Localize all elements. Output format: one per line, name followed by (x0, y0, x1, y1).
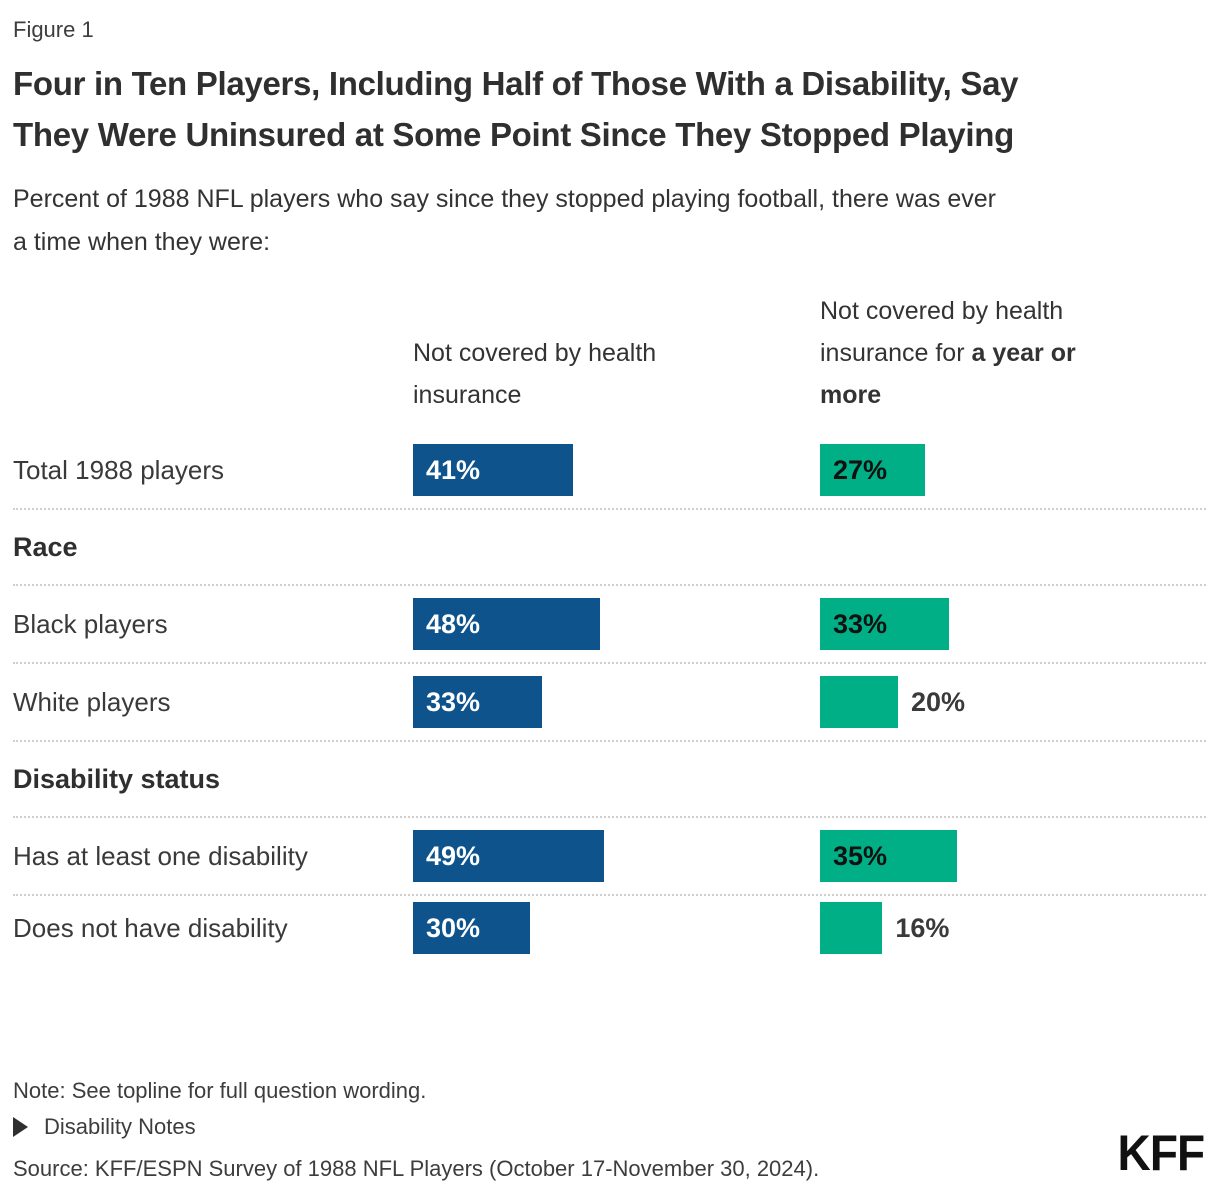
table-row: Black players 48% 33% (13, 586, 1206, 664)
column-header-prefix: Not covered by health insurance for (820, 297, 1064, 367)
bar-cell-uninsured-year-or-more: 35% (820, 818, 1206, 894)
bar-value-label: 20% (911, 686, 966, 717)
bar-value-label: 27% (833, 454, 888, 485)
table-row: White players 33% 20% (13, 664, 1206, 742)
table-row: Does not have disability 30% 16% (13, 896, 1206, 960)
bar-uninsured-year-or-more: 27% (820, 444, 926, 496)
row-label: Black players (13, 608, 168, 639)
bar-cell-uninsured: 49% (413, 818, 820, 894)
bar-uninsured: 49% (413, 830, 605, 882)
page-title: Four in Ten Players, Including Half of T… (13, 65, 1019, 153)
bar-value-label: 33% (833, 608, 888, 639)
section-row: Disability status (13, 742, 1206, 818)
bar-cell-uninsured-year-or-more: 16% (820, 896, 1206, 960)
column-headers: Not covered by health insurance Not cove… (13, 290, 1206, 432)
row-label: Does not have disability (13, 912, 288, 943)
bar-uninsured-year-or-more: 33% (820, 598, 949, 650)
bar-uninsured: 33% (413, 676, 542, 728)
row-label: Total 1988 players (13, 454, 225, 485)
bar-uninsured: 30% (413, 902, 530, 954)
bar-cell-uninsured: 41% (413, 432, 820, 508)
chart-rows: Total 1988 players 41% 27% Race Black pl… (13, 432, 1206, 960)
footer: Note: See topline for full question word… (13, 1076, 1206, 1184)
bar-value-label: 30% (426, 912, 481, 943)
section-label: Race (13, 531, 78, 562)
bar-uninsured-year-or-more (820, 676, 898, 728)
bar-cell-uninsured: 33% (413, 664, 820, 740)
bar-value-label: 16% (895, 912, 950, 943)
footnote: Note: See topline for full question word… (13, 1078, 427, 1103)
bar-cell-uninsured-year-or-more: 20% (820, 664, 1206, 740)
bar-uninsured-year-or-more: 35% (820, 830, 957, 882)
row-label: Has at least one disability (13, 840, 308, 871)
chart-subtitle: Percent of 1988 NFL players who say sinc… (13, 185, 996, 256)
disability-notes-toggle[interactable]: Disability Notes (13, 1114, 196, 1140)
table-row: Total 1988 players 41% 27% (13, 432, 1206, 510)
bar-uninsured: 48% (413, 598, 601, 650)
disclosure-label: Disability Notes (44, 1114, 196, 1139)
column-header-uninsured-year-or-more: Not covered by health insurance for a ye… (820, 290, 1125, 416)
column-header-bold-part: a year or more (820, 339, 1076, 409)
bar-value-label: 33% (426, 686, 481, 717)
bar-uninsured-year-or-more (820, 902, 883, 954)
table-row: Has at least one disability 49% 35% (13, 818, 1206, 896)
bar-value-label: 35% (833, 840, 888, 871)
figure-label: Figure 1 (13, 17, 94, 42)
bar-cell-uninsured: 30% (413, 896, 820, 960)
column-header-uninsured: Not covered by health insurance (413, 339, 657, 409)
bar-cell-uninsured: 48% (413, 586, 820, 662)
kff-logo: KFF (1117, 1125, 1205, 1181)
row-label: White players (13, 686, 171, 717)
bar-uninsured: 41% (413, 444, 573, 496)
section-row: Race (13, 510, 1206, 586)
disclosure-triangle-icon (13, 1117, 28, 1137)
bar-cell-uninsured-year-or-more: 33% (820, 586, 1206, 662)
bar-value-label: 41% (426, 454, 481, 485)
section-label: Disability status (13, 763, 221, 794)
bar-value-label: 49% (426, 840, 481, 871)
bar-value-label: 48% (426, 608, 481, 639)
bar-cell-uninsured-year-or-more: 27% (820, 432, 1206, 508)
source-line: Source: KFF/ESPN Survey of 1988 NFL Play… (13, 1156, 820, 1181)
bar-chart: Not covered by health insurance Not cove… (13, 290, 1206, 960)
